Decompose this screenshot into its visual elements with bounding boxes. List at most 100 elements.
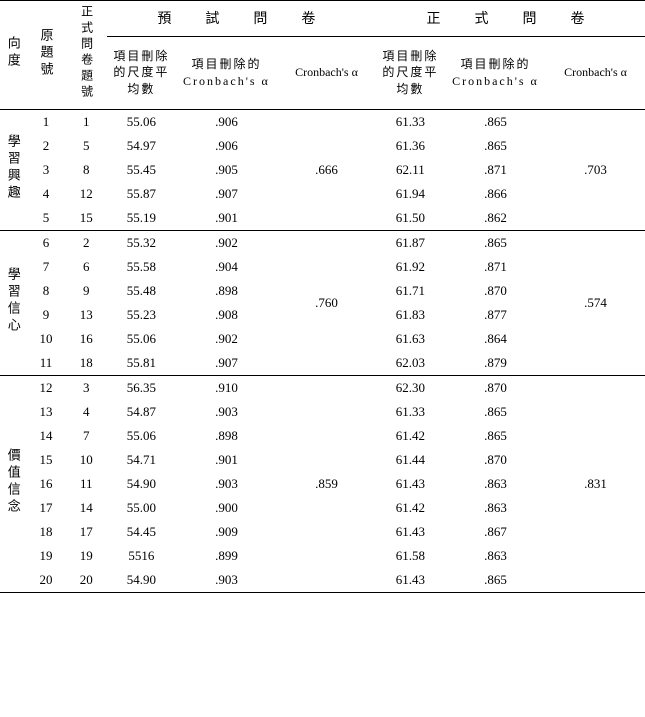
formal-mean: 62.30 <box>376 376 445 401</box>
pre-mean: 55.06 <box>107 424 176 448</box>
pre-cdel: .905 <box>176 158 277 182</box>
table-row: 學習興趣1155.06.906.66661.33.865.703 <box>0 110 645 135</box>
pre-cronbach-del-header: 項目刪除的Cronbach's α <box>176 36 277 109</box>
formal-q: 8 <box>66 158 107 182</box>
formal-q: 6 <box>66 255 107 279</box>
formal-mean: 62.03 <box>376 351 445 376</box>
orig-q: 6 <box>26 231 65 256</box>
pre-mean: 55.81 <box>107 351 176 376</box>
orig-q: 3 <box>26 158 65 182</box>
formal-q: 15 <box>66 206 107 231</box>
pre-mean: 54.45 <box>107 520 176 544</box>
pre-mean: 54.71 <box>107 448 176 472</box>
pre-mean: 55.19 <box>107 206 176 231</box>
formal-mean: 61.42 <box>376 496 445 520</box>
formal-mean: 61.92 <box>376 255 445 279</box>
dimension-label: 學習信心 <box>0 231 26 376</box>
formal-cdel: .865 <box>445 424 546 448</box>
formal-cronbach-del-header: 項目刪除的Cronbach's α <box>445 36 546 109</box>
formal-mean: 61.33 <box>376 400 445 424</box>
formal-mean: 61.71 <box>376 279 445 303</box>
formal-mean: 61.43 <box>376 568 445 593</box>
formal-group-header: 正 式 問 卷 <box>376 1 645 37</box>
pre-cdel: .903 <box>176 400 277 424</box>
pre-cdel: .900 <box>176 496 277 520</box>
formal-mean: 61.42 <box>376 424 445 448</box>
formal-cdel: .871 <box>445 158 546 182</box>
formal-q: 18 <box>66 351 107 376</box>
formal-cdel: .870 <box>445 279 546 303</box>
formal-mean: 61.33 <box>376 110 445 135</box>
pre-mean: 54.90 <box>107 472 176 496</box>
pre-cronbach-alpha: .666 <box>277 110 376 231</box>
pre-mean: 55.00 <box>107 496 176 520</box>
orig-q: 5 <box>26 206 65 231</box>
formal-q: 3 <box>66 376 107 401</box>
pre-mean: 55.06 <box>107 327 176 351</box>
formal-mean: 61.36 <box>376 134 445 158</box>
pre-cdel: .906 <box>176 134 277 158</box>
formal-cronbach-header: Cronbach's α <box>546 36 645 109</box>
pre-cdel: .910 <box>176 376 277 401</box>
formal-q: 10 <box>66 448 107 472</box>
pre-cdel: .902 <box>176 327 277 351</box>
pre-cdel: .908 <box>176 303 277 327</box>
pre-mean: 55.23 <box>107 303 176 327</box>
pre-cdel: .899 <box>176 544 277 568</box>
formal-mean: 61.63 <box>376 327 445 351</box>
pre-mean: 54.87 <box>107 400 176 424</box>
dimension-label: 學習興趣 <box>0 110 26 231</box>
pre-cdel: .909 <box>176 520 277 544</box>
formal-q: 2 <box>66 231 107 256</box>
formal-cdel: .879 <box>445 351 546 376</box>
pre-mean: 54.97 <box>107 134 176 158</box>
formal-cdel: .865 <box>445 568 546 593</box>
formal-q: 20 <box>66 568 107 593</box>
formal-cronbach-alpha: .831 <box>546 376 645 593</box>
formal-cdel: .864 <box>445 327 546 351</box>
orig-q: 10 <box>26 327 65 351</box>
formal-cdel: .870 <box>445 376 546 401</box>
orig-q: 11 <box>26 351 65 376</box>
formal-q: 19 <box>66 544 107 568</box>
formal-cdel: .865 <box>445 231 546 256</box>
pre-cronbach-alpha: .859 <box>277 376 376 593</box>
orig-q: 17 <box>26 496 65 520</box>
orig-q: 16 <box>26 472 65 496</box>
formal-q: 9 <box>66 279 107 303</box>
orig-q: 8 <box>26 279 65 303</box>
formal-cronbach-alpha: .703 <box>546 110 645 231</box>
pre-cdel: .904 <box>176 255 277 279</box>
formal-mean: 61.94 <box>376 182 445 206</box>
pre-cdel: .907 <box>176 182 277 206</box>
formal-mean: 61.87 <box>376 231 445 256</box>
pre-mean: 55.32 <box>107 231 176 256</box>
formal-cdel: .863 <box>445 472 546 496</box>
pre-cdel: .898 <box>176 424 277 448</box>
pre-mean: 55.45 <box>107 158 176 182</box>
formal-cdel: .870 <box>445 448 546 472</box>
orig-q: 2 <box>26 134 65 158</box>
formal-cdel: .871 <box>445 255 546 279</box>
formal-mean: 62.11 <box>376 158 445 182</box>
pre-cdel: .906 <box>176 110 277 135</box>
formal-mean: 61.50 <box>376 206 445 231</box>
pre-cdel: .903 <box>176 472 277 496</box>
formal-cdel: .863 <box>445 544 546 568</box>
pre-mean: 55.06 <box>107 110 176 135</box>
formal-cdel: .865 <box>445 134 546 158</box>
formal-q: 14 <box>66 496 107 520</box>
pre-cdel: .901 <box>176 206 277 231</box>
formal-cdel: .867 <box>445 520 546 544</box>
pre-mean: 5516 <box>107 544 176 568</box>
formal-cronbach-alpha: .574 <box>546 231 645 376</box>
orig-q: 14 <box>26 424 65 448</box>
orig-q: 12 <box>26 376 65 401</box>
formal-mean: 61.58 <box>376 544 445 568</box>
formal-cdel: .877 <box>445 303 546 327</box>
formal-cdel: .865 <box>445 110 546 135</box>
pre-mean: 56.35 <box>107 376 176 401</box>
orig-q: 18 <box>26 520 65 544</box>
formal-mean: 61.43 <box>376 472 445 496</box>
formal-cdel: .863 <box>445 496 546 520</box>
